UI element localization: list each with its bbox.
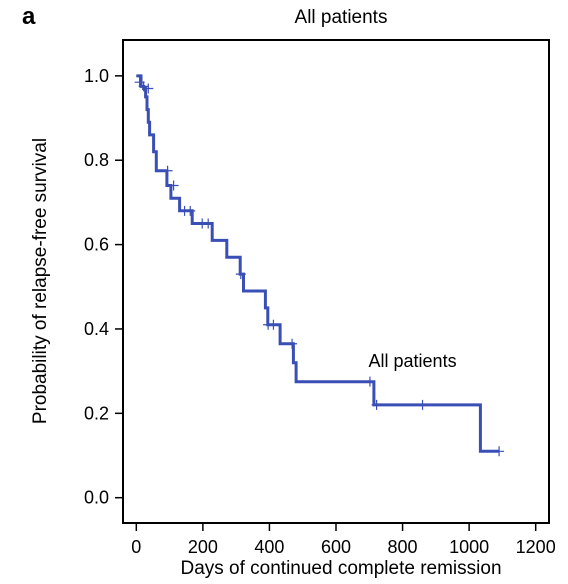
y-tick-label: 0.8	[84, 150, 109, 170]
censor-marks	[134, 77, 505, 457]
y-tick-label: 0.4	[84, 319, 109, 339]
censor-mark	[168, 180, 179, 191]
censor-mark	[138, 81, 149, 92]
censor-mark	[185, 205, 196, 216]
censor-mark	[268, 319, 279, 330]
censor-mark	[417, 399, 428, 410]
x-axis: 0 200 400 600 800 1000 1200	[131, 523, 556, 557]
x-tick-label: 0	[131, 537, 141, 557]
y-axis: 0.0 0.2 0.4 0.6 0.8 1.0	[84, 66, 123, 508]
censor-mark	[494, 446, 505, 457]
x-tick-label: 1000	[449, 537, 489, 557]
series-annotation: All patients	[369, 351, 457, 371]
y-tick-label: 0.6	[84, 235, 109, 255]
x-tick-label: 600	[321, 537, 351, 557]
censor-mark	[143, 83, 154, 94]
x-tick-label: 400	[254, 537, 284, 557]
survival-curve-line	[136, 74, 500, 453]
y-tick-label: 1.0	[84, 66, 109, 86]
censor-mark	[364, 376, 375, 387]
censor-mark	[134, 77, 145, 88]
y-axis-label: Probability of relapse-free survival	[30, 138, 51, 424]
censor-mark	[371, 399, 382, 410]
x-tick-label: 1200	[516, 537, 556, 557]
censor-mark	[287, 338, 298, 349]
censor-mark	[203, 218, 214, 229]
x-tick-label: 200	[188, 537, 218, 557]
y-tick-label: 0.0	[84, 488, 109, 508]
x-axis-label: Days of continued complete remission	[180, 558, 501, 579]
chart-title: All patients	[295, 7, 388, 28]
y-tick-label: 0.2	[84, 403, 109, 423]
panel-label: a	[22, 3, 36, 30]
x-tick-label: 800	[388, 537, 418, 557]
censor-mark	[162, 165, 173, 176]
censor-mark	[235, 269, 246, 280]
